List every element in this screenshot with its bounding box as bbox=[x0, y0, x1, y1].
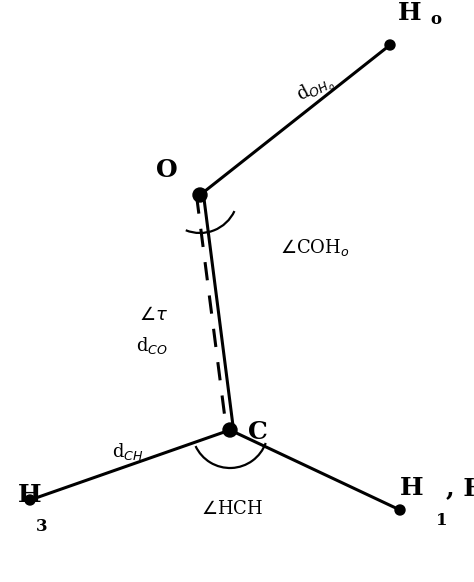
Text: d$_{{OH_o}}$: d$_{{OH_o}}$ bbox=[293, 70, 337, 108]
Text: d$_{{CO}}$: d$_{{CO}}$ bbox=[136, 335, 168, 356]
Text: d$_{{CH}}$: d$_{{CH}}$ bbox=[112, 441, 144, 462]
Text: $\angle$HCH: $\angle$HCH bbox=[201, 500, 263, 518]
Circle shape bbox=[395, 505, 405, 515]
Text: H: H bbox=[398, 1, 422, 25]
Circle shape bbox=[223, 423, 237, 437]
Text: H: H bbox=[18, 483, 42, 507]
Text: C: C bbox=[248, 420, 268, 444]
Text: 3: 3 bbox=[36, 518, 47, 535]
Text: H: H bbox=[400, 476, 424, 500]
Text: o: o bbox=[430, 11, 441, 28]
Circle shape bbox=[193, 188, 207, 202]
Circle shape bbox=[25, 495, 35, 505]
Text: , H: , H bbox=[446, 476, 474, 500]
Text: 1: 1 bbox=[436, 512, 447, 529]
Text: O: O bbox=[156, 158, 178, 182]
Text: $\angle\tau$: $\angle\tau$ bbox=[139, 306, 168, 324]
Text: $\angle$COH$_o$: $\angle$COH$_o$ bbox=[280, 237, 350, 258]
Circle shape bbox=[385, 40, 395, 50]
